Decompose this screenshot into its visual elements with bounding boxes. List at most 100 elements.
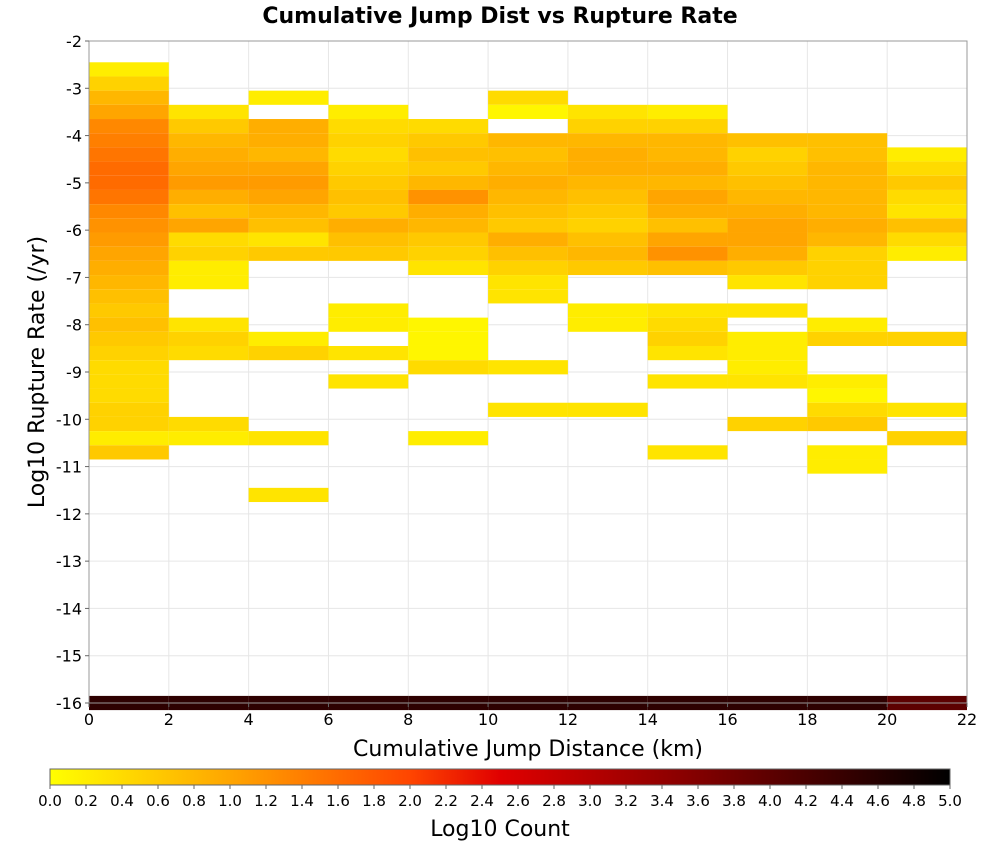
heatmap-cell [488, 360, 568, 375]
heatmap-cell [807, 416, 888, 432]
heatmap-cell [328, 317, 409, 332]
heatmap-cell [89, 445, 169, 460]
heatmap-cell [727, 331, 808, 346]
heatmap-cell [248, 161, 329, 176]
heatmap-cell [168, 345, 249, 361]
heatmap-cell [567, 104, 648, 120]
x-tick-label: 14 [638, 710, 658, 729]
colorbar-tick-label: 4.2 [794, 792, 818, 810]
heatmap-cell [89, 119, 169, 134]
y-tick-label: -7 [66, 268, 82, 287]
heatmap-cell [887, 246, 967, 261]
heatmap-cell [727, 416, 808, 432]
heatmap-cell [727, 275, 808, 290]
heatmap-cell [887, 147, 967, 162]
heatmap-cell [488, 104, 568, 120]
heatmap-cell [248, 345, 329, 361]
heatmap-cell [567, 402, 648, 417]
heatmap-cell [89, 260, 169, 276]
heatmap-cell [488, 232, 568, 247]
colorbar-tick-label: 3.8 [722, 792, 746, 810]
colorbar-tick-label: 3.4 [650, 792, 674, 810]
heatmap-cell [807, 204, 888, 219]
heatmap-cell [647, 218, 728, 233]
heatmap-cell [328, 175, 409, 190]
heatmap-cell [567, 133, 648, 148]
heatmap-cell [488, 275, 568, 290]
heatmap-cell [89, 133, 169, 148]
colorbar-tick-label: 3.2 [614, 792, 638, 810]
heatmap-cell [168, 317, 249, 332]
heatmap-cell [727, 161, 808, 176]
heatmap-cell [408, 232, 489, 247]
heatmap-cell [807, 275, 888, 290]
heatmap-cell [727, 204, 808, 219]
heatmap-cell [567, 119, 648, 134]
x-tick-label: 16 [717, 710, 737, 729]
heatmap-cell [248, 189, 329, 205]
y-tick-label: -9 [66, 363, 82, 382]
heatmap-cell [168, 104, 249, 120]
heatmap-cell [89, 416, 169, 432]
heatmap-cell [807, 459, 888, 474]
heatmap-cell [248, 487, 329, 503]
heatmap-cell [807, 260, 888, 276]
heatmap-cell [488, 161, 568, 176]
heatmap-cell [248, 204, 329, 219]
y-tick-label: -5 [66, 174, 82, 193]
heatmap-cell [408, 246, 489, 261]
heatmap-cell [328, 246, 409, 261]
heatmap-cell [408, 133, 489, 148]
heatmap-cell [488, 133, 568, 148]
heatmap-cell [567, 218, 648, 233]
heatmap-cell [408, 204, 489, 219]
heatmap-cell [328, 345, 409, 361]
heatmap-cell [168, 189, 249, 205]
heatmap-cell [727, 303, 808, 318]
colorbar-tick-label: 0.8 [182, 792, 206, 810]
heatmap-cell [168, 119, 249, 134]
heatmap-cell [647, 345, 728, 361]
heatmap-cell [488, 289, 568, 304]
heatmap-cell [168, 204, 249, 219]
heatmap-cell [647, 260, 728, 276]
heatmap-cell [248, 431, 329, 446]
heatmap-cell [887, 431, 967, 446]
heatmap-cell [647, 189, 728, 205]
heatmap-cell [408, 147, 489, 162]
heatmap-cell [168, 246, 249, 261]
heatmap-cell [727, 189, 808, 205]
x-tick-label: 8 [403, 710, 413, 729]
colorbar-tick-label: 0.4 [110, 792, 134, 810]
heatmap-cell [89, 303, 169, 318]
heatmap-cell [89, 402, 169, 417]
heatmap-cell [408, 260, 489, 276]
heatmap-cell [887, 204, 967, 219]
heatmap-cell [89, 331, 169, 346]
heatmap-cell [408, 331, 489, 346]
heatmap-cell [488, 204, 568, 219]
heatmap-cell [89, 374, 169, 389]
heatmap-cell [89, 147, 169, 162]
colorbar-tick-label: 4.0 [758, 792, 782, 810]
y-tick-label: -13 [56, 552, 82, 571]
heatmap-cell [647, 317, 728, 332]
heatmap-cell [567, 260, 648, 276]
heatmap-cell [807, 246, 888, 261]
colorbar-tick-label: 4.8 [902, 792, 926, 810]
colorbar-tick-label: 2.2 [434, 792, 458, 810]
heatmap-cell [807, 189, 888, 205]
heatmap-cell [248, 246, 329, 261]
heatmap-cell [567, 161, 648, 176]
heatmap-cell [89, 232, 169, 247]
heatmap-cell [647, 232, 728, 247]
colorbar-tick-label: 2.6 [506, 792, 530, 810]
heatmap-cell [727, 133, 808, 148]
y-tick-label: -16 [56, 694, 82, 713]
x-tick-label: 2 [164, 710, 174, 729]
heatmap-cell [488, 260, 568, 276]
heatmap-cell [567, 317, 648, 332]
heatmap-cell [887, 161, 967, 176]
y-tick-label: -6 [66, 221, 82, 240]
x-tick-label: 18 [797, 710, 817, 729]
